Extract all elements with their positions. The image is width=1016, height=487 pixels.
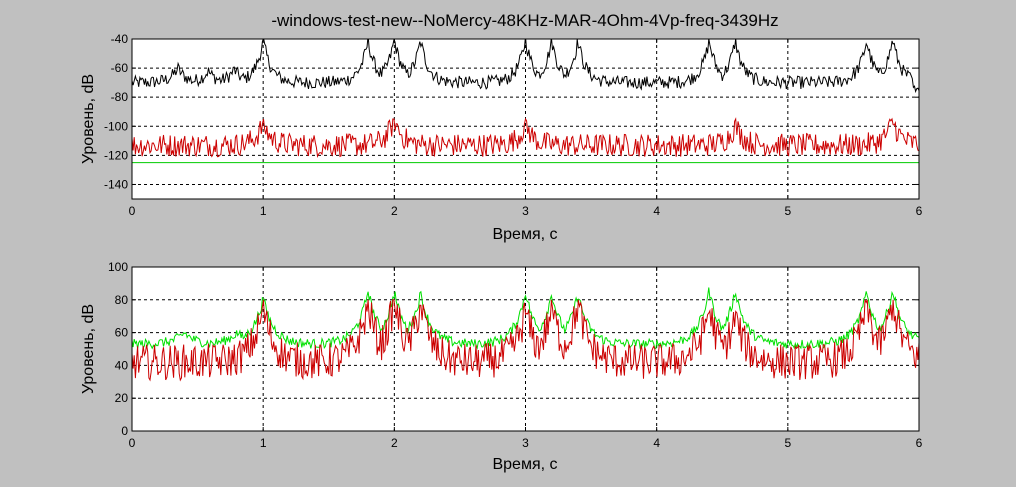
top-y-axis-label: Уровень, dB	[80, 74, 97, 164]
bottom-y-axis-label: Уровень, dB	[80, 304, 97, 394]
top-axes: 0 1 2 3 4 5 6 -40 -60 -80 -100 -120 -140	[104, 32, 923, 218]
x-tick-label: 4	[653, 204, 660, 218]
axes-frame	[131, 38, 920, 200]
y-tick-label: 40	[115, 358, 129, 372]
y-tick-label: 80	[115, 293, 129, 307]
top-x-axis-label: Время, с	[492, 226, 557, 243]
bottom-x-axis-label: Время, с	[492, 456, 557, 473]
plot-area	[132, 267, 919, 431]
series-line-1	[132, 299, 919, 382]
y-tick-label: -40	[111, 32, 129, 46]
x-tick-label: 2	[391, 436, 398, 450]
figure-title: -windows-test-new--NoMercy-48KHz-MAR-4Oh…	[271, 11, 778, 30]
series-line-1	[132, 117, 919, 159]
x-tick-label: 2	[391, 204, 398, 218]
x-tick-label: 6	[916, 436, 923, 450]
x-tick-label: 6	[916, 204, 923, 218]
y-tick-label: -120	[104, 148, 128, 162]
y-tick-label: -140	[104, 177, 128, 191]
x-tick-label: 0	[129, 436, 136, 450]
bottom-axes: 0 1 2 3 4 5 6 100 80 60 40 20 0	[108, 260, 923, 450]
x-tick-label: 1	[260, 436, 267, 450]
x-tick-label: 5	[784, 204, 791, 218]
y-tick-label: 60	[115, 326, 129, 340]
y-tick-label: 100	[108, 260, 128, 274]
y-tick-label: -60	[111, 61, 129, 75]
y-tick-label: -80	[111, 90, 129, 104]
x-tick-label: 0	[129, 204, 136, 218]
x-tick-label: 4	[653, 436, 660, 450]
y-tick-label: 20	[115, 391, 129, 405]
axes-frame	[131, 266, 920, 432]
x-tick-label: 1	[260, 204, 267, 218]
x-tick-label: 3	[522, 436, 529, 450]
y-tick-label: 0	[121, 424, 128, 438]
series-group	[132, 287, 919, 382]
x-tick-label: 3	[522, 204, 529, 218]
x-tick-label: 5	[784, 436, 791, 450]
y-tick-label: -100	[104, 119, 128, 133]
